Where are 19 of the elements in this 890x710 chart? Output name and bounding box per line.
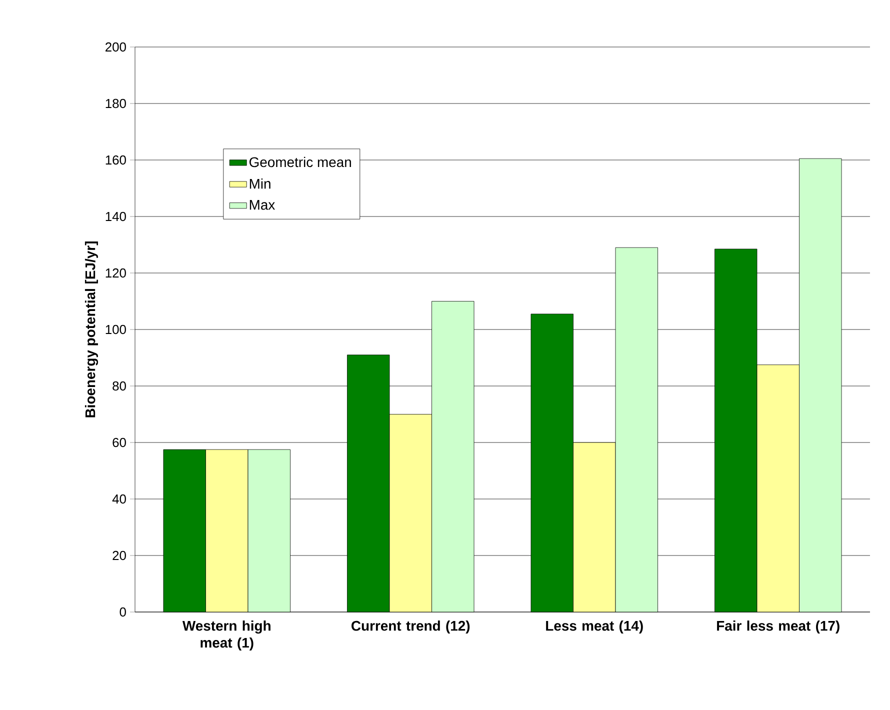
legend-label: Max	[250, 200, 275, 210]
y-tick-label: 80	[112, 381, 126, 391]
x-tick-label: Fair less meat (17)	[717, 620, 840, 634]
legend-label: Min	[250, 178, 270, 189]
y-tick-label: 160	[106, 155, 126, 165]
x-tick-label: Current trend (12)	[352, 620, 470, 634]
y-tick-label: 60	[112, 438, 126, 448]
y-tick-label: 100	[106, 324, 126, 334]
y-tick-label: 120	[106, 268, 126, 278]
y-tick-label: 200	[106, 42, 126, 52]
y-tick-label: 20	[112, 550, 126, 560]
legend-label: Geometric mean	[250, 156, 351, 168]
y-tick-label: 0	[120, 607, 126, 617]
y-tick-label: 140	[106, 212, 126, 222]
y-tick-label: 180	[106, 98, 126, 108]
x-tick-label: Less meat (14)	[546, 620, 643, 634]
x-tick-label: Western high meat (1)	[182, 620, 270, 650]
y-axis-title: Bioenergy potential [EJ/yr]	[84, 242, 98, 418]
y-tick-label: 40	[112, 494, 126, 504]
